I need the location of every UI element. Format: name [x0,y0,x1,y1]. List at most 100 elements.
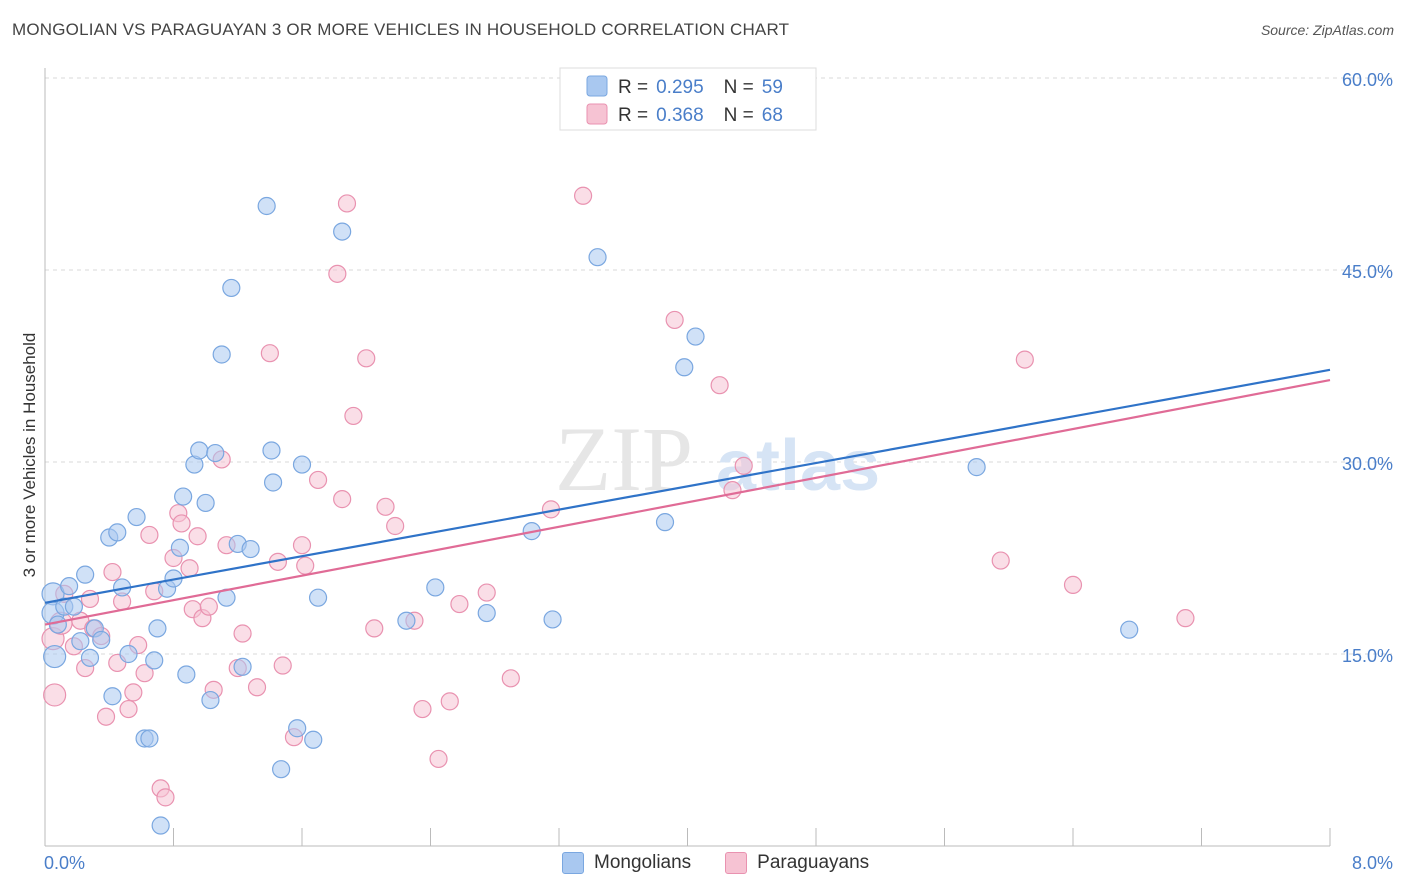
paraguayans-point [1015,350,1034,369]
legend-swatch-paraguayans [725,852,748,874]
paraguayans-point [124,683,143,702]
legend-label-mongolians: Mongolians [594,852,692,873]
mongolians-point [177,665,196,684]
paraguayans-point [292,536,312,555]
legend-swatch-mongolians [562,852,584,874]
legend-item-paraguayans: Paraguayans [725,852,869,874]
mongolians-point [241,539,260,559]
paraguayans-point [413,699,432,719]
paraguayans-point [376,497,395,516]
mongolians-point [212,345,231,364]
grid-lines [45,77,1392,655]
paraguayans-point [337,194,357,213]
mongolians-point [426,578,445,597]
mongolians-point [675,358,694,377]
y-tick-label: 15.0% [1342,646,1393,666]
mongolians-point [148,619,167,638]
paraguayans-point [43,683,67,707]
mongolians-point [233,657,252,676]
mongolians-trendline [44,368,1331,604]
legend-r-value: 0.368 [656,105,704,126]
legend-n-label: N = [724,77,754,98]
paraguayans-point [365,619,384,638]
paraguayans-point [260,344,279,363]
mongolians-point [170,538,190,557]
paraguayans-point [386,516,405,536]
paraguayans-point [357,349,376,368]
paraguayans-point [103,562,122,582]
source-label: Source: ZipAtlas.com [1260,22,1394,38]
mongolians-point [686,327,705,346]
paraguayans-point [140,525,159,545]
trendlines [44,368,1331,626]
legend-swatch-mongolians [586,75,608,97]
paraguayans-point [119,699,138,719]
mongolians-point [263,473,283,492]
y-tick-label: 45.0% [1342,262,1393,282]
paraguayans-point [247,678,267,697]
mongolians-point [76,565,95,584]
series-legend: Mongolians Paraguayans [562,852,893,874]
paraguayans-point [233,624,252,643]
series-mongolians-points [41,196,1139,835]
paraguayans-point [734,456,753,475]
mongolians-point [108,523,127,542]
paraguayans-point [429,749,448,769]
paraguayans-point [199,597,218,616]
y-tick-label: 60.0% [1342,70,1393,90]
legend-swatch-paraguayans [586,103,608,125]
paraguayans-point [450,594,469,614]
mongolians-point [272,760,291,779]
paraguayans-point [172,514,191,533]
mongolians-point [190,441,209,460]
mongolians-point [174,487,193,506]
mongolians-point [308,588,328,607]
paraguayans-point [273,656,292,675]
mongolians-point [543,610,562,629]
mongolians-point [397,611,416,630]
legend-r-value: 0.295 [656,77,704,98]
mongolians-point [206,443,225,463]
legend-label-paraguayans: Paraguayans [757,852,870,873]
mongolians-point [196,493,215,513]
paraguayans-trendline [44,378,1331,626]
chart-title: MONGOLIAN VS PARAGUAYAN 3 OR MORE VEHICL… [12,20,790,39]
paraguayans-point [180,559,199,578]
paraguayans-point [477,583,496,602]
paraguayans-point [344,406,363,426]
mongolians-point [655,513,675,532]
paraguayans-point [156,788,175,807]
mongolians-point [262,441,281,460]
paraguayans-point [1176,609,1195,628]
mongolians-point [201,690,220,710]
x-tick-label: 0.0% [44,853,85,873]
x-tick-labels: 0.0% 8.0% [44,853,1393,873]
mongolians-point [127,507,146,527]
y-axis-label: 3 or more Vehicles in Household [20,333,39,578]
paraguayans-point [296,556,315,575]
paraguayans-point [333,490,352,509]
paraguayans-point [308,470,328,490]
mongolians-point [257,196,276,216]
paraguayans-point [723,481,742,500]
paraguayans-point [135,664,154,683]
mongolians-point [64,597,84,616]
legend-item-mongolians: Mongolians [562,852,691,874]
mongolians-point [145,651,164,670]
mongolians-point [151,816,170,835]
paraguayans-point [710,376,729,395]
paraguayans-point [665,310,684,330]
mongolians-point [304,730,323,749]
mongolians-point [80,648,100,667]
watermark-zip: ZIP [555,408,693,510]
y-tick-labels: 15.0% 30.0% 45.0% 60.0% [1342,70,1393,666]
paraguayans-point [188,527,207,546]
mongolians-point [333,222,352,241]
paraguayans-point [440,692,459,711]
legend-r-label: R = [618,77,648,98]
mongolians-point [222,278,241,298]
mongolians-point [92,630,111,650]
